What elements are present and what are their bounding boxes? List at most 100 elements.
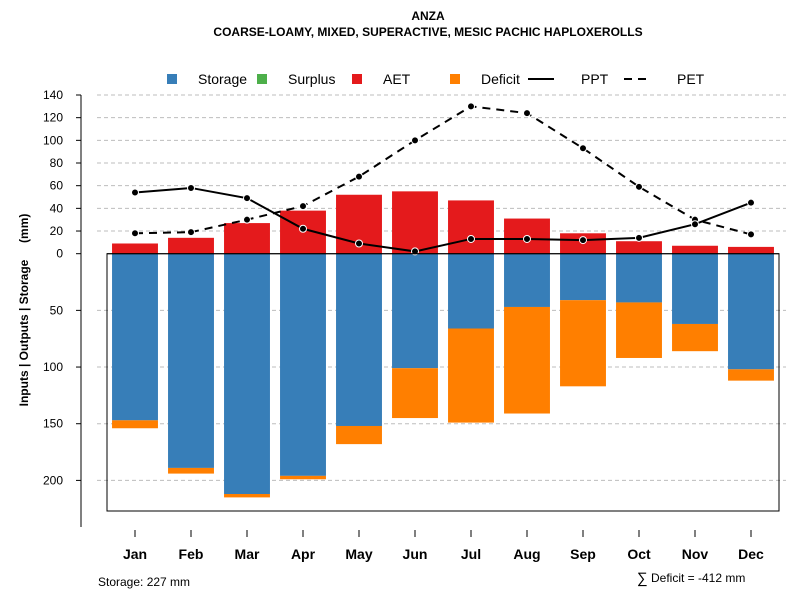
deficit-bar-oct <box>616 302 662 358</box>
bars <box>112 191 774 498</box>
pet-point-feb <box>187 228 195 237</box>
legend-aet-swatch <box>352 74 362 84</box>
deficit-bar-dec <box>728 369 774 381</box>
pet-point-may <box>355 172 363 181</box>
y-tick-label-200: 200 <box>43 473 63 487</box>
chart-title: ANZA <box>411 9 445 23</box>
legend-storage-swatch <box>167 74 177 84</box>
deficit-bar-nov <box>672 323 718 352</box>
storage-bar-feb <box>168 253 214 468</box>
y-tick-label-50: 50 <box>50 303 64 317</box>
x-tick-label-may: May <box>345 546 372 562</box>
y-tick-label-40: 40 <box>50 201 64 215</box>
aet-bar-jan <box>112 243 158 254</box>
deficit-bar-jul <box>448 328 494 423</box>
x-tick-label-feb: Feb <box>179 546 204 562</box>
deficit-bar-sep <box>560 300 606 387</box>
storage-bar-may <box>336 253 382 426</box>
y-tick-label-80: 80 <box>50 156 64 170</box>
x-tick-label-sep: Sep <box>570 546 596 562</box>
deficit-bar-apr <box>280 475 326 480</box>
x-tick-label-dec: Dec <box>738 546 764 562</box>
aet-bar-feb <box>168 237 214 254</box>
ppt-point-sep <box>579 236 587 245</box>
y-tick-label-120: 120 <box>43 111 63 125</box>
ppt-point-may <box>355 239 363 248</box>
ppt-point-dec <box>747 198 755 207</box>
x-tick-label-jan: Jan <box>123 546 147 562</box>
pet-point-jan <box>131 229 139 238</box>
storage-bar-nov <box>672 253 718 324</box>
storage-total: Storage: 227 mm <box>98 575 190 589</box>
ppt-point-aug <box>523 234 531 243</box>
pet-point-dec <box>747 230 755 239</box>
pet-line <box>134 105 752 236</box>
legend-surplus-label: Surplus <box>288 71 335 87</box>
storage-bar-aug <box>504 253 550 307</box>
x-tick-label-nov: Nov <box>682 546 709 562</box>
ppt-point-mar <box>243 194 251 203</box>
x-tick-label-jul: Jul <box>461 546 481 562</box>
legend-deficit-swatch <box>450 74 460 84</box>
ppt-point-nov <box>691 220 699 229</box>
y-tick-label-150: 150 <box>43 417 63 431</box>
aet-bar-oct <box>616 241 662 254</box>
ppt-point-jan <box>131 188 139 197</box>
legend-ppt-label: PPT <box>581 71 609 87</box>
sigma-icon: ∑ <box>637 570 648 587</box>
y-tick-label-140: 140 <box>43 88 63 102</box>
y-tick-label-100: 100 <box>43 133 63 147</box>
storage-bar-oct <box>616 253 662 303</box>
y-axis-label: Inputs | Outputs | Storage (mm) <box>17 214 31 407</box>
legend-surplus-swatch <box>257 74 267 84</box>
storage-bar-apr <box>280 253 326 476</box>
pet-point-aug <box>523 109 531 118</box>
x-tick-label-oct: Oct <box>627 546 651 562</box>
x-tick-label-aug: Aug <box>513 546 540 562</box>
legend-aet-label: AET <box>383 71 411 87</box>
deficit-total: Deficit = -412 mm <box>651 571 745 585</box>
y-tick-label-100: 100 <box>43 360 63 374</box>
deficit-bar-may <box>336 425 382 445</box>
x-tick-label-apr: Apr <box>291 546 316 562</box>
series-lines <box>131 102 755 256</box>
pet-point-sep <box>579 144 587 153</box>
ppt-point-jul <box>467 234 475 243</box>
chart-subtitle: COARSE-LOAMY, MIXED, SUPERACTIVE, MESIC … <box>213 25 642 39</box>
pet-point-oct <box>635 182 643 191</box>
ppt-point-jun <box>411 247 419 256</box>
aet-bar-mar <box>224 223 270 254</box>
ppt-point-feb <box>187 183 195 192</box>
pet-point-mar <box>243 215 251 224</box>
ppt-point-oct <box>635 233 643 242</box>
x-tick-label-jun: Jun <box>403 546 428 562</box>
pet-point-apr <box>299 202 307 211</box>
deficit-bar-jun <box>392 368 438 419</box>
deficit-bar-jan <box>112 420 158 429</box>
ppt-point-apr <box>299 224 307 233</box>
aet-bar-jun <box>392 191 438 254</box>
axes: 0 20 40 60 80 100 120 140 50 100 150 200 Jan Feb Mar Ap… <box>43 88 780 562</box>
storage-bar-mar <box>224 253 270 494</box>
x-tick-label-mar: Mar <box>235 546 260 562</box>
storage-bar-sep <box>560 253 606 301</box>
aet-bar-jul <box>448 200 494 254</box>
y-tick-label-60: 60 <box>50 179 64 193</box>
deficit-bar-mar <box>224 493 270 498</box>
deficit-bar-aug <box>504 306 550 414</box>
storage-bar-dec <box>728 253 774 370</box>
y-tick-label-0: 0 <box>56 247 63 261</box>
ppt-line <box>134 186 752 253</box>
deficit-bar-feb <box>168 467 214 474</box>
legend-deficit-label: Deficit <box>481 71 520 87</box>
legend-pet-label: PET <box>677 71 705 87</box>
storage-bar-jan <box>112 253 158 421</box>
aet-bar-nov <box>672 245 718 254</box>
pet-point-jul <box>467 102 475 111</box>
aet-bar-dec <box>728 246 774 254</box>
pet-point-jun <box>411 136 419 145</box>
storage-bar-jul <box>448 253 494 329</box>
legend: Storage Surplus AET Deficit PPT PET <box>167 71 705 87</box>
storage-bar-jun <box>392 253 438 369</box>
